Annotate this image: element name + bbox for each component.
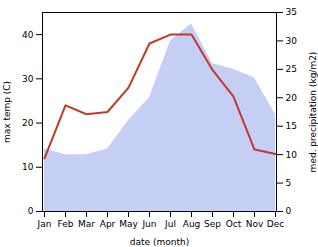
svg-text:Jun: Jun — [141, 219, 156, 229]
svg-text:May: May — [119, 219, 138, 229]
svg-text:40: 40 — [22, 29, 34, 39]
svg-text:20: 20 — [22, 118, 34, 128]
svg-text:15: 15 — [286, 121, 297, 131]
svg-text:10: 10 — [22, 162, 34, 172]
svg-text:20: 20 — [286, 93, 298, 103]
svg-text:Mar: Mar — [78, 219, 95, 229]
svg-text:Jul: Jul — [164, 219, 176, 229]
svg-text:5: 5 — [286, 178, 292, 188]
svg-text:max temp (C): max temp (C) — [2, 81, 12, 143]
svg-text:30: 30 — [286, 36, 298, 46]
svg-text:Jan: Jan — [37, 219, 52, 229]
svg-text:Nov: Nov — [246, 219, 264, 229]
svg-text:med. precipitation (kg/m2): med. precipitation (kg/m2) — [308, 52, 318, 173]
svg-text:date (month): date (month) — [130, 237, 189, 247]
svg-text:0: 0 — [286, 206, 292, 216]
svg-text:Sep: Sep — [204, 219, 221, 229]
svg-text:Dec: Dec — [267, 219, 284, 229]
svg-text:Apr: Apr — [100, 219, 116, 229]
svg-text:Oct: Oct — [226, 219, 242, 229]
svg-text:0: 0 — [28, 206, 34, 216]
svg-text:Aug: Aug — [183, 219, 201, 229]
svg-text:10: 10 — [286, 150, 298, 160]
svg-text:Feb: Feb — [58, 219, 74, 229]
svg-text:25: 25 — [286, 64, 297, 74]
svg-text:35: 35 — [286, 7, 297, 17]
svg-text:30: 30 — [22, 74, 34, 84]
